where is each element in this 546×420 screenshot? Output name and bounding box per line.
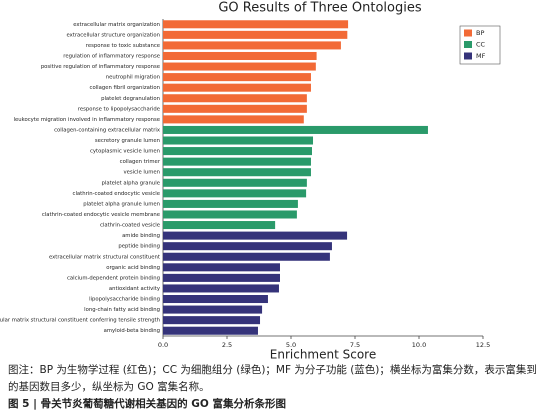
legend-label: BP bbox=[476, 29, 484, 37]
bar bbox=[163, 41, 341, 50]
bar bbox=[163, 316, 261, 325]
y-tick-label: clathrin-coated vesicle bbox=[100, 223, 160, 229]
y-tick-label: neutrophil migration bbox=[106, 75, 160, 81]
y-tick-label: response to lipopolysaccharide bbox=[78, 106, 160, 112]
x-tick-label: 2.5 bbox=[222, 341, 232, 349]
y-tick-label: extracellular matrix organization bbox=[73, 22, 160, 28]
legend-swatch bbox=[464, 41, 472, 48]
y-tick-label: collagen fibril organization bbox=[90, 85, 160, 91]
x-tick-label: 0.0 bbox=[158, 341, 168, 349]
y-tick-label: amyloid-beta binding bbox=[104, 328, 160, 334]
legend-swatch bbox=[464, 52, 472, 60]
y-tick-label: regulation of inflammatory response bbox=[63, 53, 160, 59]
y-tick-label: antioxidant activity bbox=[109, 286, 160, 292]
figure-caption: 图 5 | 骨关节炎葡萄糖代谢相关基因的 GO 富集分析条形图 bbox=[8, 398, 286, 410]
y-tick-label: secretory granule lumen bbox=[95, 138, 160, 144]
bar bbox=[163, 168, 311, 177]
bar bbox=[163, 189, 307, 198]
bar bbox=[163, 30, 348, 39]
bar bbox=[163, 20, 349, 29]
y-tick-label: positive regulation of inflammatory resp… bbox=[41, 64, 160, 70]
x-tick-label: 7.5 bbox=[350, 341, 360, 349]
y-tick-label: calcium-dependent protein binding bbox=[67, 275, 160, 281]
bar bbox=[163, 210, 297, 219]
bar bbox=[163, 221, 276, 230]
y-tick-label: platelet degranulation bbox=[101, 96, 160, 102]
legend-swatch bbox=[464, 29, 472, 37]
y-tick-label: collagen trimer bbox=[120, 159, 161, 165]
bar bbox=[163, 326, 258, 335]
chart: GO Results of Three Ontologies Enrichmen… bbox=[0, 1, 501, 362]
bar bbox=[163, 284, 279, 293]
bar bbox=[163, 62, 316, 71]
y-tick-label: extracellular structure organization bbox=[66, 32, 160, 38]
y-tick-label: extracellular matrix structural constitu… bbox=[0, 318, 160, 324]
caption-note: 图注：BP 为生物学过程 (红色)；CC 为细胞组分 (绿色)；MF 为分子功能… bbox=[8, 364, 537, 393]
y-tick-label: leukocyte migration involved in inflamma… bbox=[14, 117, 161, 123]
bar bbox=[163, 178, 307, 187]
bar bbox=[163, 94, 307, 103]
bar bbox=[163, 252, 330, 261]
y-tick-label: organic acid binding bbox=[106, 265, 160, 271]
bar bbox=[163, 263, 280, 272]
bar bbox=[163, 242, 332, 251]
y-tick-label: amide binding bbox=[122, 233, 160, 239]
x-tick-label: 5.0 bbox=[286, 341, 296, 349]
bar bbox=[163, 147, 312, 156]
bar bbox=[163, 51, 317, 60]
y-tick-label: long-chain fatty acid binding bbox=[84, 307, 160, 313]
bar bbox=[163, 83, 311, 92]
bar bbox=[163, 199, 298, 208]
y-tick-label: response to toxic substance bbox=[86, 43, 160, 49]
x-tick-label: 12.5 bbox=[476, 341, 490, 349]
bar bbox=[163, 295, 268, 304]
y-tick-label: clathrin-coated endocytic vesicle membra… bbox=[42, 212, 160, 218]
bar bbox=[163, 73, 311, 82]
bar bbox=[163, 104, 307, 113]
y-tick-label: extracellular matrix structural constitu… bbox=[49, 254, 160, 260]
bar bbox=[163, 231, 348, 240]
y-tick-label: lipopolysaccharide binding bbox=[89, 297, 160, 303]
legend-label: CC bbox=[476, 41, 486, 49]
chart-title: GO Results of Three Ontologies bbox=[218, 1, 421, 16]
bar bbox=[163, 125, 428, 134]
legend-label: MF bbox=[476, 52, 486, 60]
x-tick-label: 10.0 bbox=[412, 341, 426, 349]
y-tick-label: collagen-containing extracellular matrix bbox=[54, 127, 160, 133]
bar bbox=[163, 136, 314, 145]
x-axis-label: Enrichment Score bbox=[270, 348, 376, 362]
y-tick-label: platelet alpha granule bbox=[101, 180, 160, 186]
y-tick-label: cytoplasmic vesicle lumen bbox=[90, 149, 160, 155]
bar bbox=[163, 305, 263, 314]
y-tick-label: vesicle lumen bbox=[123, 170, 160, 176]
bar bbox=[163, 273, 280, 282]
y-tick-label: peptide binding bbox=[118, 244, 160, 250]
bar bbox=[163, 157, 311, 166]
y-tick-label: clathrin-coated endocytic vesicle bbox=[73, 191, 160, 197]
bar bbox=[163, 115, 304, 124]
y-tick-label: platelet alpha granule lumen bbox=[83, 201, 160, 207]
